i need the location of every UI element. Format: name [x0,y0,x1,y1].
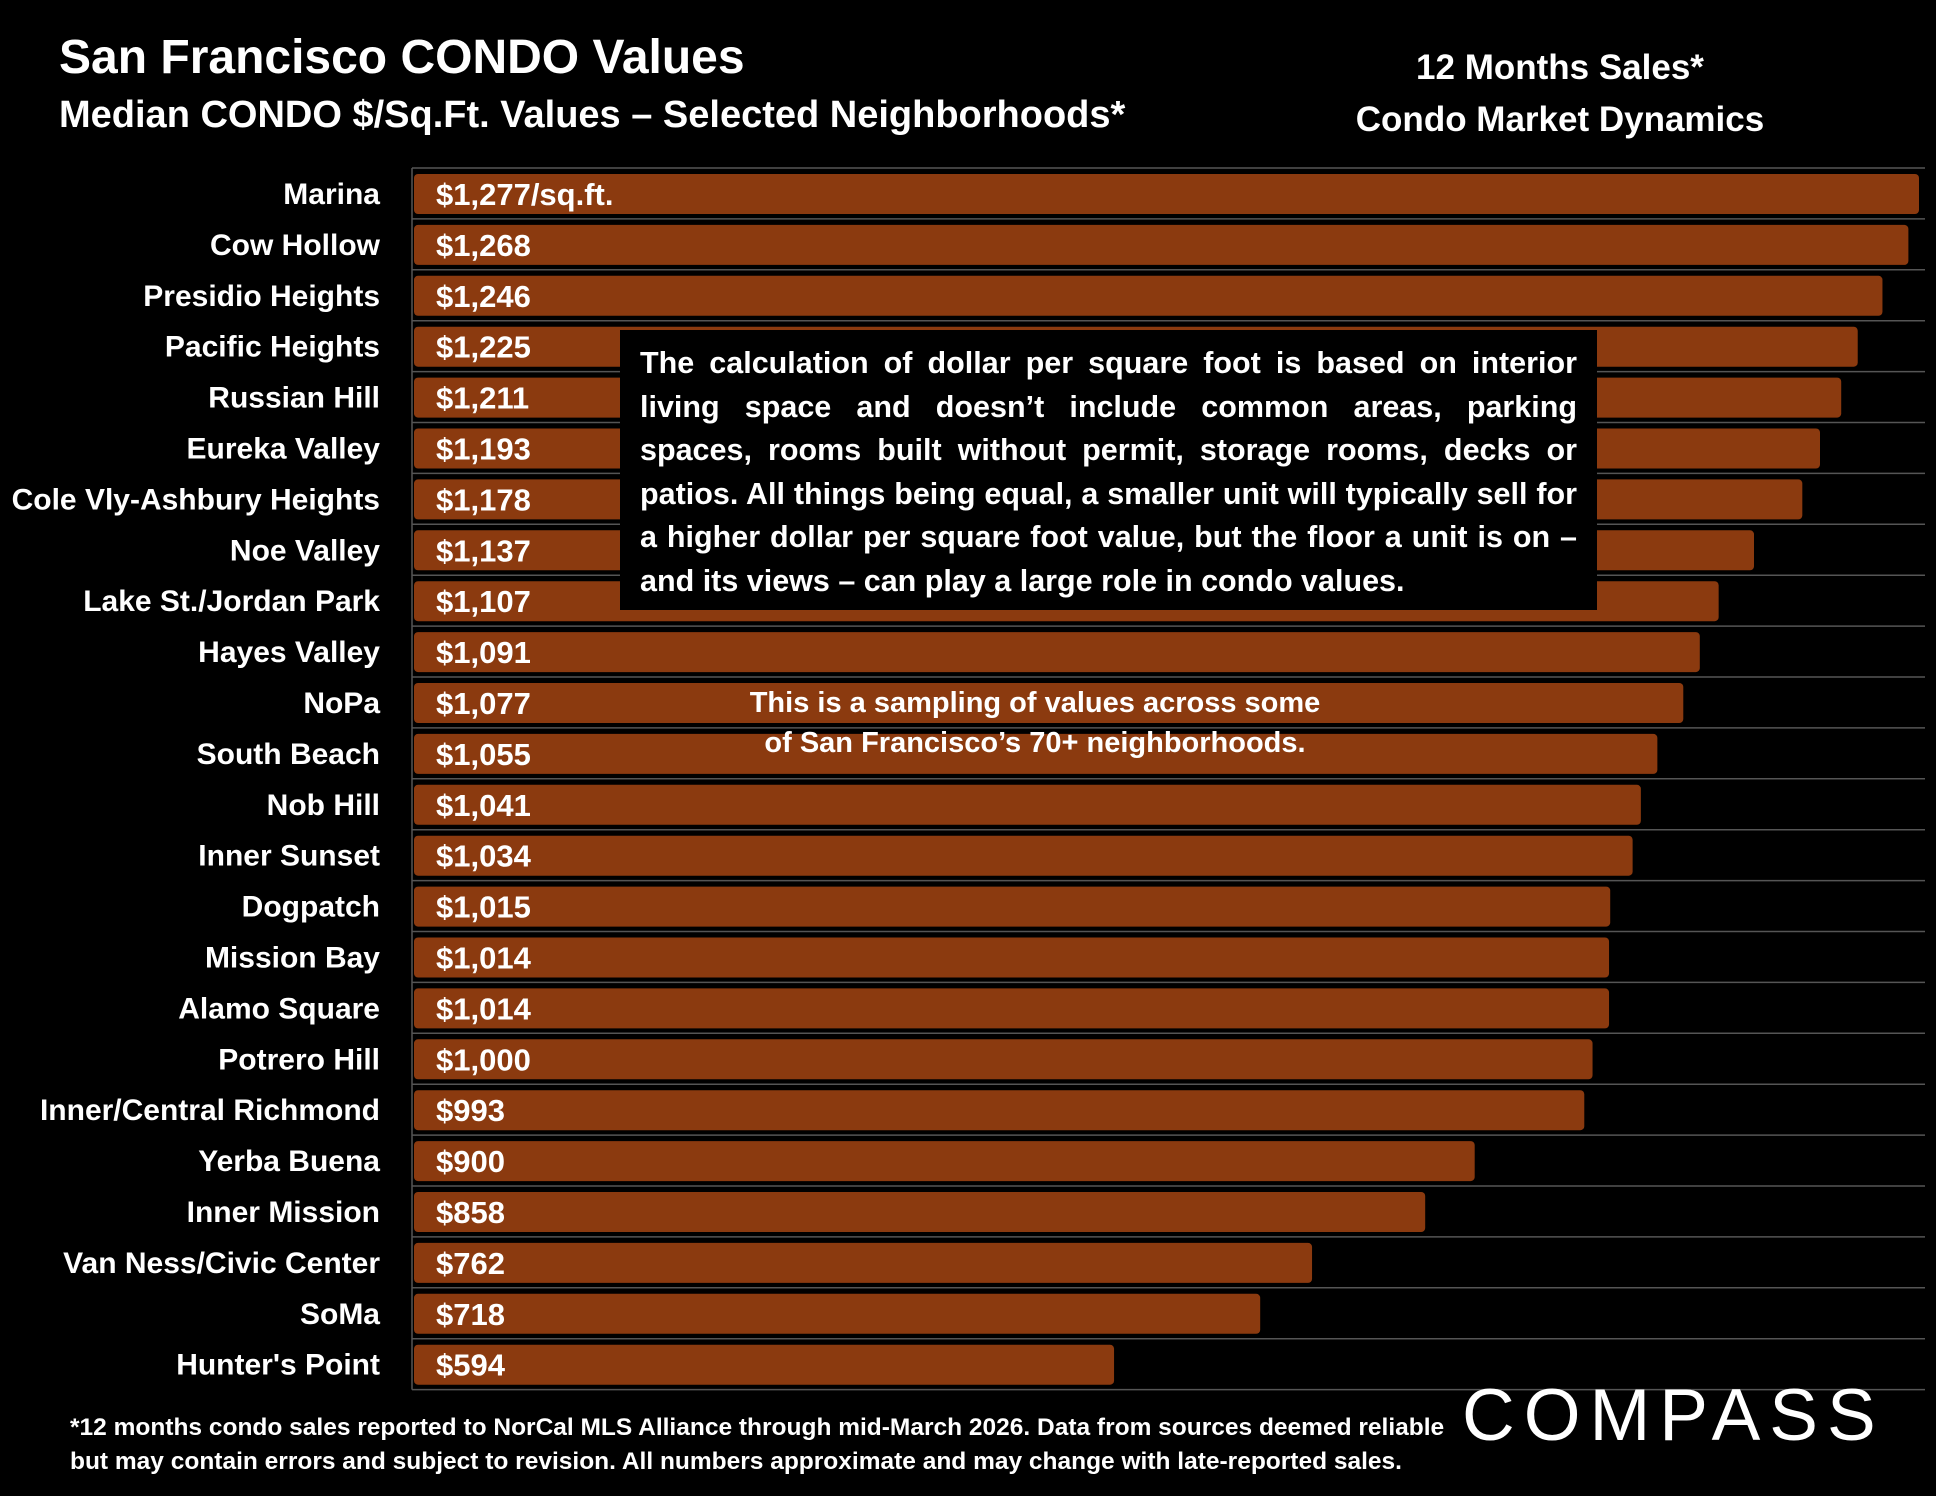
category-label: Inner/Central Richmond [40,1094,380,1127]
data-label: $1,178 [436,482,531,517]
data-label: $718 [436,1297,505,1332]
category-label: Hayes Valley [198,636,380,669]
bar [414,1192,1426,1232]
bar [414,1039,1593,1080]
data-label: $1,091 [436,635,531,670]
category-label: Eureka Valley [187,433,381,466]
category-label: Russian Hill [208,382,380,415]
chart-subtitle: Median CONDO $/Sq.Ft. Values – Selected … [59,94,1126,136]
footnote-line2: but may contain errors and subject to re… [70,1448,1402,1475]
bar [414,1293,1261,1334]
data-label: $1,193 [436,432,531,467]
data-label: $1,107 [436,584,531,619]
data-label: $1,277/sq.ft. [436,177,613,212]
data-label: $993 [436,1093,505,1128]
category-label: Van Ness/Civic Center [63,1247,380,1280]
sampling-note-line1: This is a sampling of values across some [749,687,1321,719]
data-label: $1,211 [436,381,529,416]
bar [414,1242,1313,1283]
data-label: $762 [436,1246,505,1281]
data-label: $858 [436,1195,505,1230]
data-label: $594 [436,1348,506,1383]
data-label: $1,014 [436,991,532,1026]
data-label: $1,137 [436,533,531,568]
data-label: $1,000 [436,1042,531,1077]
category-label: Lake St./Jordan Park [83,585,380,618]
bar [414,1090,1585,1131]
bar [414,835,1633,876]
category-label: South Beach [197,738,380,771]
bar [414,275,1883,316]
data-label: $1,041 [436,788,531,823]
category-label: Marina [283,178,380,211]
footnote-line1: *12 months condo sales reported to NorCa… [70,1414,1445,1441]
side-heading: 12 Months Sales* Condo Market Dynamics [1310,42,1810,146]
data-label: $1,225 [436,330,531,365]
footnote: *12 months condo sales reported to NorCa… [70,1411,1470,1479]
bar [414,224,1909,265]
data-label: $1,055 [436,737,531,772]
data-label: $1,246 [436,279,531,314]
chart-title: San Francisco CONDO Values [59,31,745,84]
category-label: Hunter's Point [176,1349,380,1382]
category-label: Alamo Square [178,992,380,1025]
category-label: SoMa [300,1298,380,1331]
sampling-note-line2: of San Francisco’s 70+ neighborhoods. [764,727,1306,759]
category-label: Inner Mission [187,1196,380,1229]
data-label: $1,015 [436,890,531,925]
compass-logo: COMPASS [1462,1375,1885,1456]
side-heading-line1: 12 Months Sales* [1416,48,1704,87]
data-label: $1,268 [436,228,531,263]
category-label: NoPa [303,687,380,720]
category-label: Potrero Hill [218,1043,380,1076]
category-label: Yerba Buena [198,1145,380,1178]
bar [414,1344,1115,1385]
category-label: Noe Valley [230,534,380,567]
side-heading-line2: Condo Market Dynamics [1355,100,1765,139]
bar [414,174,1919,214]
bar [414,988,1610,1029]
bar [414,886,1611,927]
bar [414,784,1641,825]
category-label: Dogpatch [242,891,380,924]
sampling-note: This is a sampling of values across some… [730,683,1340,763]
bar [414,683,1684,723]
category-label: Cow Hollow [210,229,381,262]
data-label: $900 [436,1144,505,1179]
bar [414,937,1610,978]
category-label: Nob Hill [267,789,380,822]
bar [414,632,1700,673]
category-label: Inner Sunset [198,840,380,873]
data-label: $1,034 [436,839,532,874]
category-label: Mission Bay [205,942,380,975]
category-label: Cole Vly-Ashbury Heights [12,483,380,516]
category-label: Pacific Heights [165,331,380,364]
bar [414,1141,1475,1182]
info-box: The calculation of dollar per square foo… [620,330,1597,610]
category-label: Presidio Heights [143,280,380,313]
data-label: $1,014 [436,941,532,976]
bar [414,733,1658,774]
data-label: $1,077 [436,686,531,721]
